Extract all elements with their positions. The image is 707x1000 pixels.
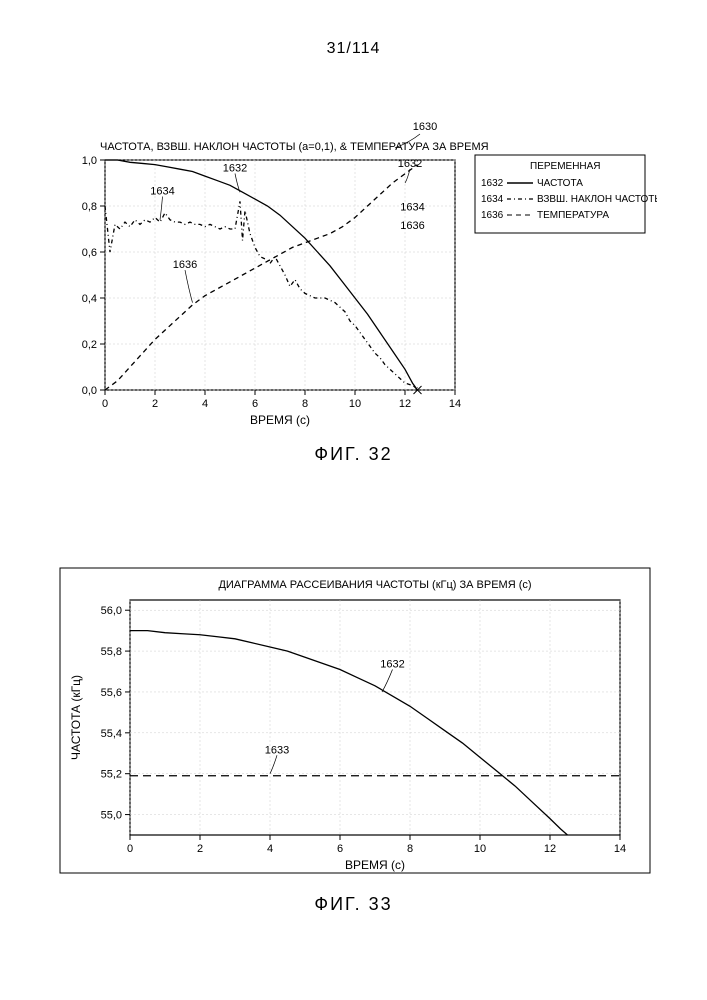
figure-32-caption: ФИГ. 32 bbox=[50, 444, 657, 465]
svg-text:1633: 1633 bbox=[265, 744, 289, 756]
svg-text:ПЕРЕМЕННАЯ: ПЕРЕМЕННАЯ bbox=[530, 161, 601, 172]
svg-text:ЧАСТОТА (кГц): ЧАСТОТА (кГц) bbox=[69, 675, 83, 760]
svg-text:1630: 1630 bbox=[413, 121, 437, 133]
svg-text:4: 4 bbox=[202, 398, 208, 410]
svg-text:55,4: 55,4 bbox=[101, 728, 122, 740]
svg-text:0,8: 0,8 bbox=[82, 201, 97, 213]
svg-text:1634: 1634 bbox=[481, 194, 504, 205]
svg-text:ТЕМПЕРАТУРА: ТЕМПЕРАТУРА bbox=[537, 210, 609, 221]
svg-text:ВРЕМЯ (c): ВРЕМЯ (c) bbox=[345, 858, 405, 872]
figure-33: ДИАГРАММА РАССЕИВАНИЯ ЧАСТОТЫ (кГц) ЗА В… bbox=[50, 560, 657, 915]
svg-text:0,4: 0,4 bbox=[82, 293, 97, 305]
figure-33-caption: ФИГ. 33 bbox=[50, 894, 657, 915]
svg-text:0,0: 0,0 bbox=[82, 385, 97, 397]
svg-text:ЧАСТОТА: ЧАСТОТА bbox=[537, 178, 583, 189]
svg-text:0,6: 0,6 bbox=[82, 247, 97, 259]
chart-33: ДИАГРАММА РАССЕИВАНИЯ ЧАСТОТЫ (кГц) ЗА В… bbox=[50, 560, 657, 890]
svg-text:0: 0 bbox=[127, 843, 133, 855]
svg-text:1636: 1636 bbox=[400, 220, 424, 232]
svg-text:8: 8 bbox=[302, 398, 308, 410]
svg-text:ДИАГРАММА РАССЕИВАНИЯ ЧАСТОТЫ: ДИАГРАММА РАССЕИВАНИЯ ЧАСТОТЫ (кГц) ЗА В… bbox=[218, 579, 531, 591]
svg-text:2: 2 bbox=[152, 398, 158, 410]
svg-text:1634: 1634 bbox=[400, 202, 424, 214]
svg-text:1632: 1632 bbox=[481, 178, 504, 189]
svg-text:6: 6 bbox=[252, 398, 258, 410]
svg-text:1636: 1636 bbox=[173, 259, 197, 271]
svg-text:ЧАСТОТА, ВЗВШ. НАКЛОН ЧАСТОТЫ: ЧАСТОТА, ВЗВШ. НАКЛОН ЧАСТОТЫ (a=0,1), &… bbox=[100, 141, 489, 153]
svg-text:12: 12 bbox=[399, 398, 411, 410]
svg-text:ВРЕМЯ (c): ВРЕМЯ (c) bbox=[250, 413, 310, 427]
svg-text:10: 10 bbox=[474, 843, 486, 855]
svg-text:55,8: 55,8 bbox=[101, 646, 122, 658]
svg-text:6: 6 bbox=[337, 843, 343, 855]
svg-text:14: 14 bbox=[449, 398, 461, 410]
chart-32: 1630 ЧАСТОТА, ВЗВШ. НАКЛОН ЧАСТОТЫ (a=0,1… bbox=[50, 110, 657, 440]
svg-text:1,0: 1,0 bbox=[82, 155, 97, 167]
page-number: 31/114 bbox=[0, 40, 707, 58]
svg-text:56,0: 56,0 bbox=[101, 605, 122, 617]
svg-text:8: 8 bbox=[407, 843, 413, 855]
svg-text:55,2: 55,2 bbox=[101, 769, 122, 781]
svg-text:10: 10 bbox=[349, 398, 361, 410]
svg-text:55,0: 55,0 bbox=[101, 810, 122, 822]
svg-text:14: 14 bbox=[614, 843, 626, 855]
svg-text:2: 2 bbox=[197, 843, 203, 855]
svg-text:1636: 1636 bbox=[481, 210, 504, 221]
svg-text:12: 12 bbox=[544, 843, 556, 855]
svg-text:55,6: 55,6 bbox=[101, 687, 122, 699]
figure-32: 1630 ЧАСТОТА, ВЗВШ. НАКЛОН ЧАСТОТЫ (a=0,1… bbox=[50, 110, 657, 465]
svg-text:ВЗВШ. НАКЛОН ЧАСТОТЫ: ВЗВШ. НАКЛОН ЧАСТОТЫ bbox=[537, 194, 657, 205]
svg-text:1632: 1632 bbox=[223, 163, 247, 175]
svg-text:1634: 1634 bbox=[150, 186, 174, 198]
svg-text:0,2: 0,2 bbox=[82, 339, 97, 351]
svg-text:1632: 1632 bbox=[380, 658, 404, 670]
svg-text:1632: 1632 bbox=[398, 158, 422, 170]
svg-text:4: 4 bbox=[267, 843, 273, 855]
svg-text:0: 0 bbox=[102, 398, 108, 410]
